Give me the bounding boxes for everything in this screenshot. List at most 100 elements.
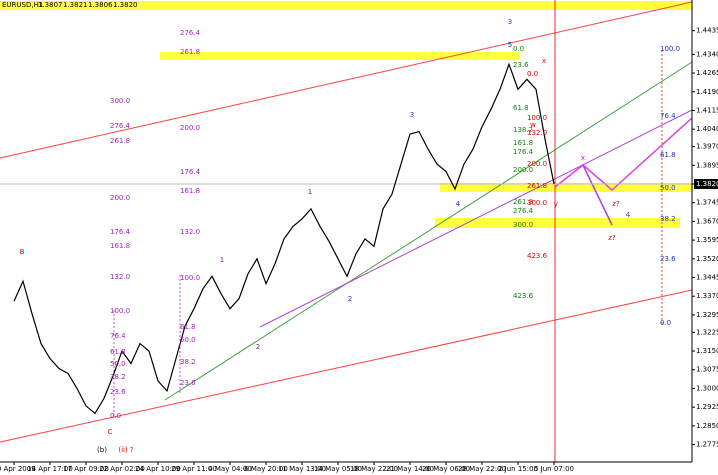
x-tick-label: 5 Jun 07:00 (534, 465, 574, 473)
drawing-tools (0, 0, 693, 463)
y-tick-label: 1.3520 (696, 255, 718, 263)
x-tick-label: 17 Apr 09:00 (63, 465, 109, 473)
x-tick-label: 11 May 13:00 (278, 465, 326, 473)
y-tick-label: 1.3595 (696, 236, 718, 244)
y-tick-label: 1.4265 (696, 69, 718, 77)
x-tick-label: 22 Apr 02:00 (99, 465, 145, 473)
fib-label: 61.8 (180, 323, 196, 331)
band (0, 1, 692, 10)
fib-label: 38.2 (660, 215, 676, 223)
fib-label: 50.0 (110, 360, 126, 368)
header-price: 1.3821 (63, 1, 88, 9)
trend-line (164, 61, 693, 401)
channel-line (0, 1, 693, 159)
fib-label: 261.8 (110, 137, 130, 145)
x-tick-label: 28 May 22:00 (458, 465, 506, 473)
fib-label: 132.0 (527, 129, 547, 137)
fib-label: 100.0 (527, 114, 547, 122)
wave-label: 5 (508, 41, 512, 49)
wave-label: 4 (626, 211, 631, 219)
projection-line (554, 117, 693, 191)
fib-label: 100.0 (660, 45, 680, 53)
fib-label: 138.2 (513, 126, 533, 134)
fib-label: 0.0 (513, 45, 524, 53)
x-tick-label: 2 Jun 15:00 (498, 465, 538, 473)
y-tick-label: 1.3895 (696, 161, 718, 169)
fib-label: 23.6 (180, 379, 196, 387)
fib-label: 423.6 (527, 252, 548, 260)
fib-label: 200.0 (110, 194, 130, 202)
header-price: 1.3807 (38, 1, 63, 9)
fib-label: 261.8 (527, 182, 547, 190)
band (440, 183, 692, 192)
y-tick-label: 1.4190 (696, 88, 718, 96)
current-price-box (694, 179, 718, 190)
x-tick-label: 10 Apr 2009 (0, 465, 36, 473)
x-tick-label: 14 May 05:00 (314, 465, 362, 473)
y-tick-label: 1.4040 (696, 125, 718, 133)
fib-label: 0.0 (110, 412, 121, 420)
y-tick-label: 1.3225 (696, 328, 718, 336)
wave-label: 3 (410, 111, 414, 119)
fib-label: 50.0 (660, 184, 676, 192)
highlight-bands (0, 1, 692, 228)
fib-label: 61.8 (110, 348, 126, 356)
wave-label: (b) (97, 446, 107, 454)
x-tick-label: 18 May 22:00 (350, 465, 398, 473)
fib-label: 23.6 (513, 61, 529, 69)
y-tick-label: 1.2925 (696, 403, 718, 411)
fib-label: 0.0 (527, 70, 538, 78)
y-tick-label: 1.3370 (696, 292, 718, 300)
x-tick-label: 26 May 06:00 (422, 465, 470, 473)
channel-line (0, 289, 693, 443)
x-tick-label: 21 May 14:00 (386, 465, 434, 473)
fib-label: 38.2 (180, 358, 196, 366)
y-tick-label: 1.4115 (696, 106, 718, 114)
fib-label: 100.0 (180, 274, 200, 282)
fib-label: 200.0 (180, 124, 200, 132)
fib-label: 61.8 (513, 104, 529, 112)
y-tick-label: 1.2775 (696, 441, 718, 449)
band (160, 52, 520, 60)
y-tick-label: 1.3000 (696, 384, 718, 392)
wave-label: 2 (348, 295, 352, 303)
header-symbol: EURUSD,H1 (2, 1, 43, 9)
fib-label: 200.0 (527, 160, 547, 168)
wave-label: C (108, 428, 113, 436)
wave-label: B (20, 248, 25, 256)
fib-label: 276.4 (180, 29, 201, 37)
fib-label: 61.8 (660, 151, 676, 159)
header-price: 1.3820 (113, 1, 138, 9)
projection-line (582, 164, 613, 226)
fib-label: 300.0 (110, 97, 130, 105)
y-tick-label: 1.3295 (696, 311, 718, 319)
x-tick-label: 24 Apr 10:00 (135, 465, 181, 473)
fib-label: 132.0 (110, 273, 130, 281)
fib-label: 176.4 (513, 148, 534, 156)
fib-label: 76.4 (660, 112, 676, 120)
fib-label: 261.8 (513, 198, 533, 206)
fib-label: 100.0 (110, 307, 130, 315)
wave-label: 2 (256, 343, 260, 351)
wave-label: w (530, 121, 536, 129)
y-tick-label: 1.3670 (696, 217, 718, 225)
fib-label: 176.4 (110, 228, 131, 236)
y-tick-label: 1.3445 (696, 273, 718, 281)
fib-label: 161.8 (513, 139, 533, 147)
wave-label: z? (612, 200, 620, 208)
price-line (13, 62, 555, 415)
y-tick-label: 1.3970 (696, 143, 718, 151)
wave-label: 1 (220, 256, 224, 264)
y-tick-label: 1.3075 (696, 366, 718, 374)
fib-label: 23.6 (660, 255, 676, 263)
fib-label: 161.8 (180, 187, 200, 195)
wave-label: x (542, 57, 546, 65)
y-tick-label: 1.3820 (696, 180, 718, 188)
wave-label: y (554, 200, 558, 208)
fib-label: 50.0 (180, 336, 196, 344)
wave-label: (ii) ? (118, 446, 134, 454)
x-tick-label: 4 May 04:00 (208, 465, 252, 473)
x-tick-label: 6 May 20:00 (244, 465, 288, 473)
y-tick-label: 1.3150 (696, 347, 718, 355)
